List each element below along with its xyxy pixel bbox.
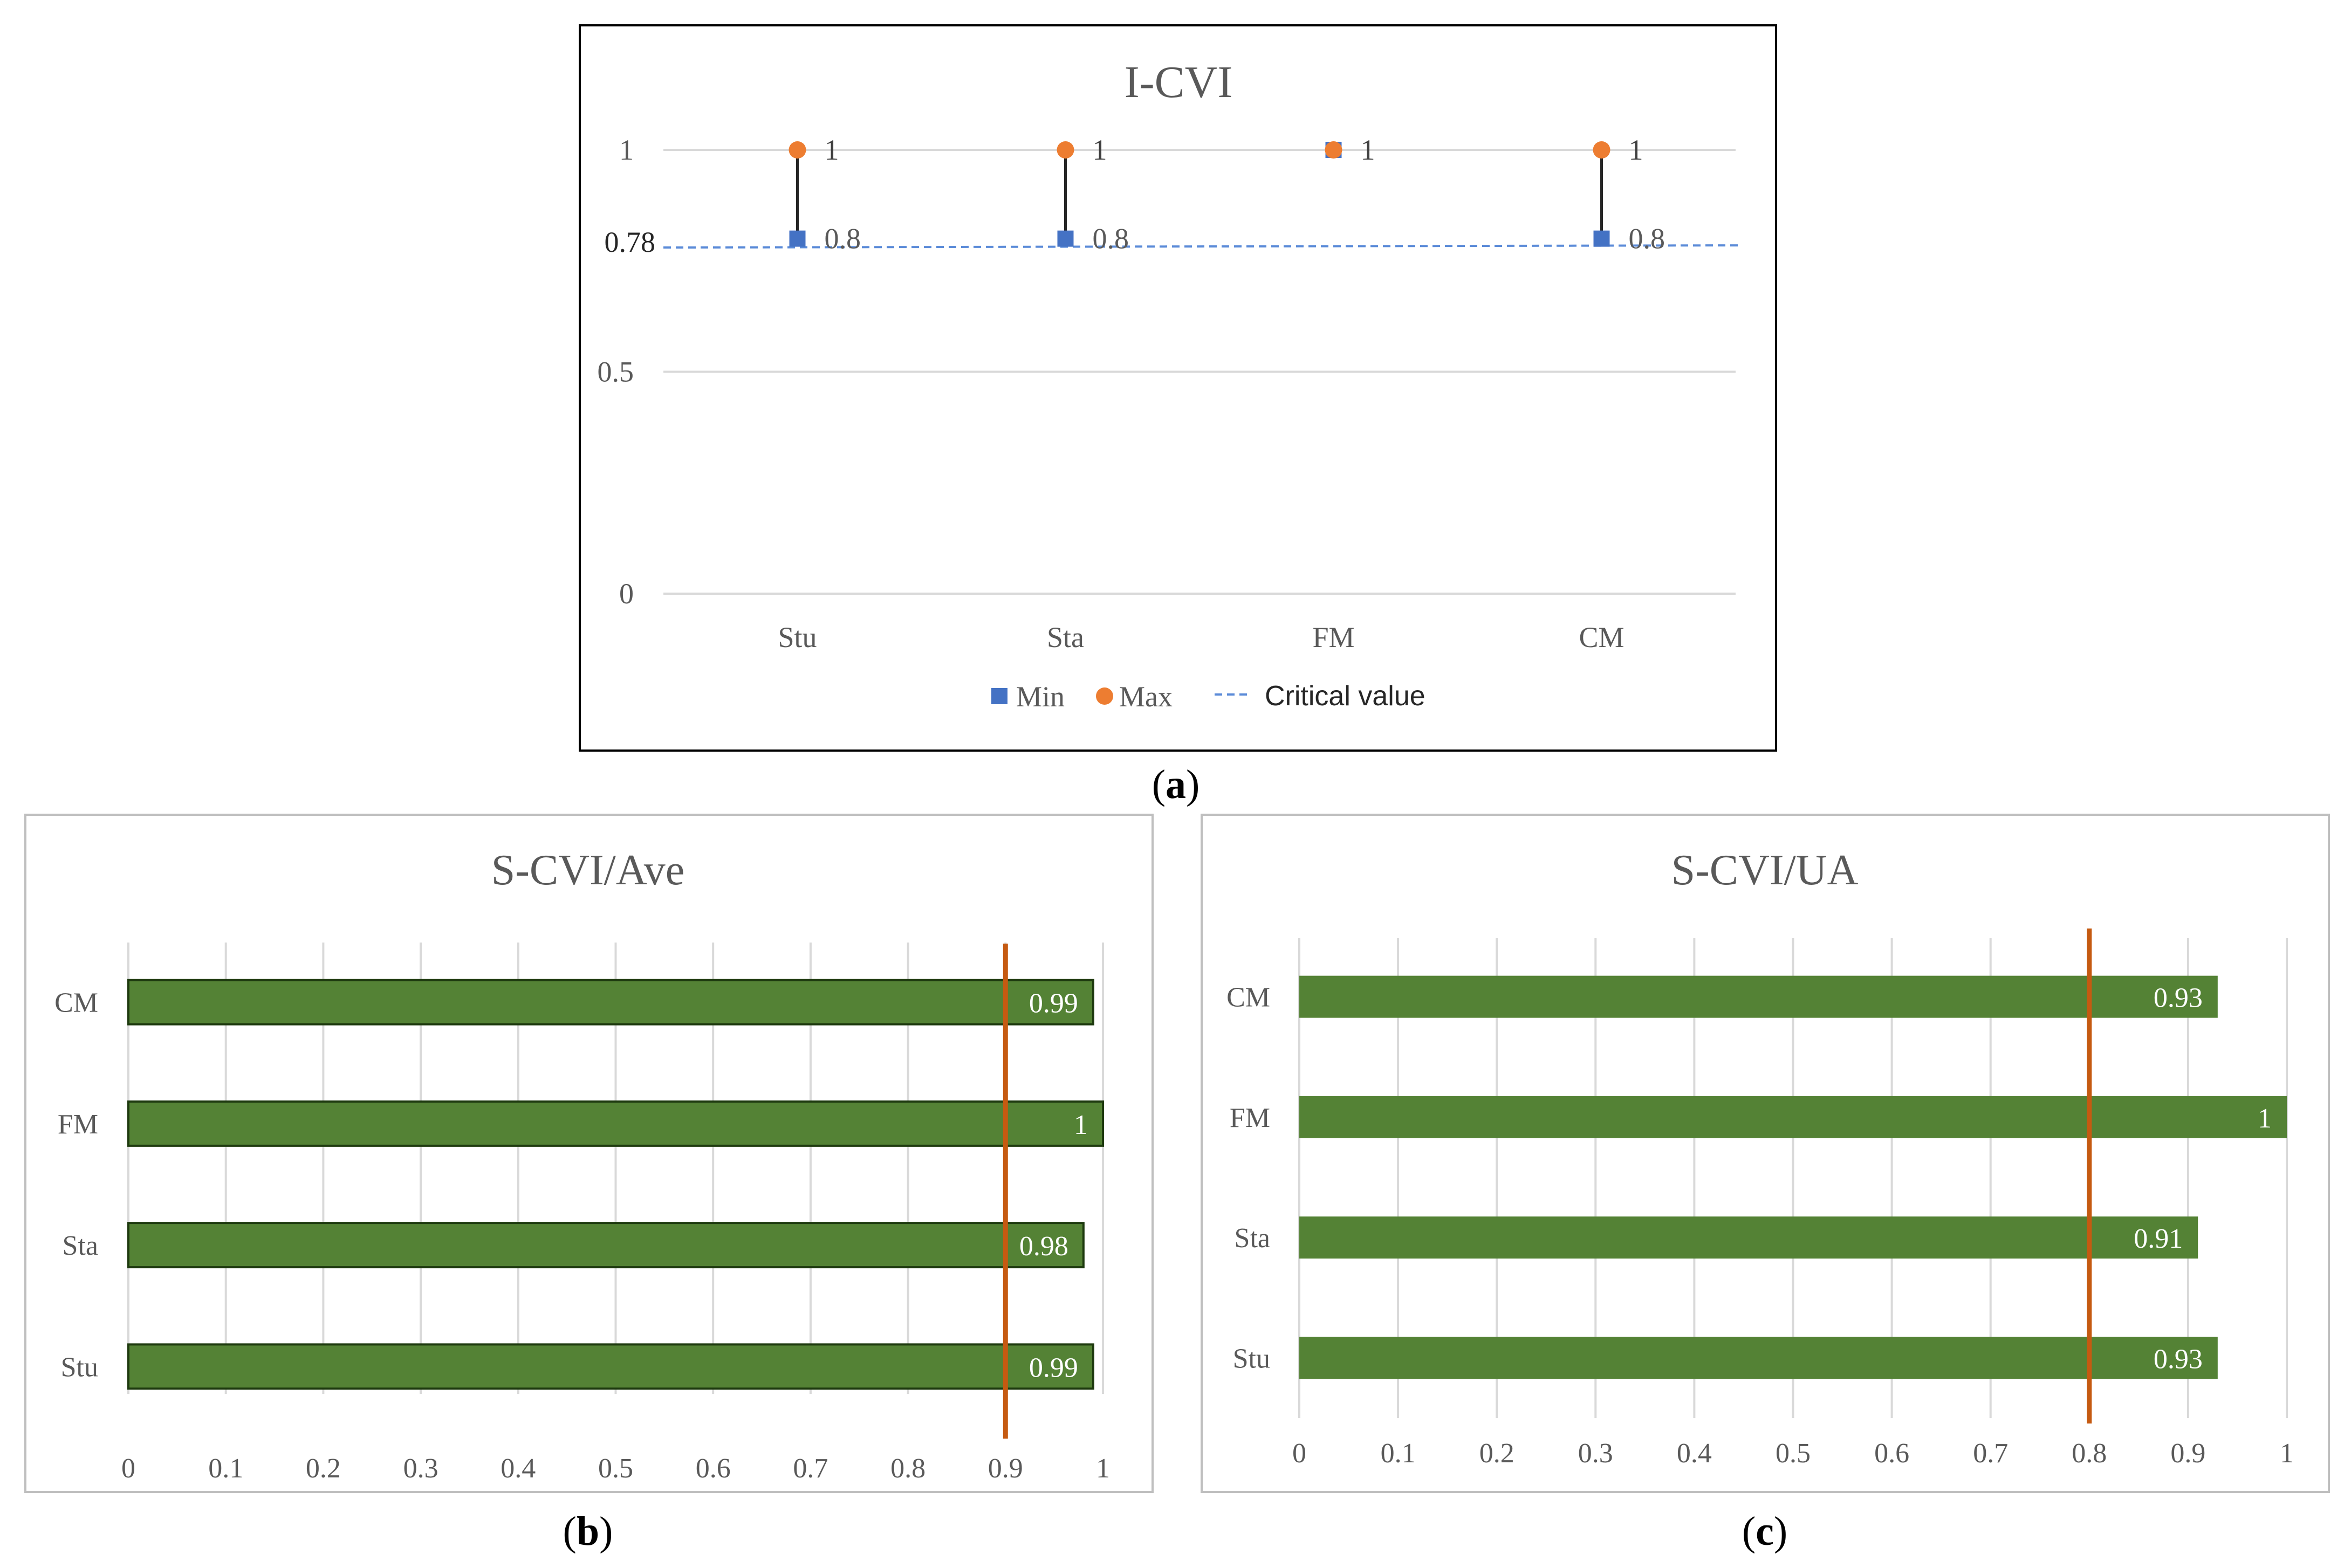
x-category-label: Sta bbox=[1047, 621, 1084, 654]
x-tick-label: 0.6 bbox=[696, 1453, 731, 1484]
panel-frame bbox=[1201, 814, 2330, 1493]
y-category-label: CM bbox=[54, 988, 98, 1019]
bar-value-label: 0.91 bbox=[2134, 1223, 2183, 1254]
max-marker bbox=[1057, 141, 1074, 159]
x-tick-label: 0.3 bbox=[1578, 1438, 1613, 1469]
bar bbox=[127, 1222, 1085, 1269]
panel-caption-letter: b bbox=[577, 1509, 599, 1554]
bar-value-label: 0.98 bbox=[1019, 1231, 1068, 1262]
max-marker bbox=[1593, 141, 1610, 159]
panel-b-scvi-ave-chart: S-CVI/Ave 0 0.1 0.2 0.3 0.4 0.5 0.6 0.7 0.8 0.9 1 0.… bbox=[24, 814, 1154, 1554]
x-tick-label: 0.3 bbox=[403, 1453, 438, 1484]
panel-a-frame bbox=[579, 24, 1777, 752]
x-tick-label: 0.1 bbox=[1381, 1438, 1416, 1469]
bar-value-label: 0.93 bbox=[2154, 983, 2203, 1014]
min-marker bbox=[1593, 230, 1610, 247]
bar bbox=[1299, 975, 2218, 1018]
panel-c-scvi-ua-chart: S-CVI/UA0 0.1 0.2 0.3 0.4 0.5 0.6 0.7 0.8 0.9 10.9… bbox=[1201, 814, 2330, 1554]
x-tick-label: 0.9 bbox=[2170, 1438, 2205, 1469]
panel-a-icvi-chart: I-CVI 0 0.5 1 0.78 0.8 1 Stu 0.8 1 Sta 1 FM 0.8 1 CM Min… bbox=[579, 24, 1777, 807]
x-tick-label: 0 bbox=[121, 1453, 135, 1484]
x-tick-label: 0.2 bbox=[1479, 1438, 1514, 1469]
chart-title: S-CVI/Ave bbox=[491, 847, 684, 894]
legend-min-marker bbox=[991, 688, 1007, 704]
bar-value-label: 1 bbox=[1074, 1110, 1088, 1140]
max-data-label: 1 bbox=[1629, 134, 1643, 166]
min-data-label: 0.8 bbox=[1629, 223, 1665, 255]
y-category-label: FM bbox=[1230, 1103, 1270, 1133]
critical-value-label: 0.78 bbox=[605, 226, 656, 258]
y-category-label: FM bbox=[58, 1109, 98, 1140]
y-category-label: CM bbox=[1226, 982, 1270, 1013]
panel-caption: (b) bbox=[563, 1509, 613, 1554]
x-tick-label: 0 bbox=[1292, 1438, 1306, 1469]
bar bbox=[1299, 1337, 2218, 1379]
min-marker bbox=[789, 230, 806, 247]
legend-max-marker bbox=[1096, 687, 1113, 705]
bar-value-label: 1 bbox=[2258, 1103, 2272, 1134]
y-category-label: Stu bbox=[61, 1352, 98, 1383]
x-tick-label: 0.9 bbox=[988, 1453, 1023, 1484]
x-tick-label: 0.6 bbox=[1874, 1438, 1909, 1469]
x-tick-label: 0.7 bbox=[793, 1453, 828, 1484]
x-tick-label: 0.4 bbox=[501, 1453, 536, 1484]
y-category-label: Stu bbox=[1233, 1343, 1270, 1374]
legend-critical-label: Critical value bbox=[1265, 680, 1425, 712]
x-tick-label: 0.8 bbox=[890, 1453, 926, 1484]
chart-title: S-CVI/UA bbox=[1671, 847, 1859, 894]
bar bbox=[1299, 1096, 2287, 1138]
panel-caption: (a) bbox=[1152, 762, 1200, 807]
min-data-label: 0.8 bbox=[1093, 223, 1129, 255]
max-data-label: 1 bbox=[1093, 134, 1107, 166]
legend-max-label: Max bbox=[1119, 680, 1173, 713]
max-data-label: 1 bbox=[825, 134, 839, 166]
y-tick-label: 0 bbox=[619, 577, 634, 610]
critical-value-line bbox=[663, 244, 1740, 249]
x-tick-label: 0.7 bbox=[1973, 1438, 2008, 1469]
max-data-label: 1 bbox=[1361, 134, 1375, 166]
x-tick-label: 0.2 bbox=[306, 1453, 341, 1484]
y-tick-label: 1 bbox=[619, 134, 634, 166]
x-category-label: Stu bbox=[778, 621, 817, 654]
chart-title: I-CVI bbox=[1125, 57, 1233, 107]
legend-min-label: Min bbox=[1016, 680, 1065, 713]
bar bbox=[1299, 1216, 2198, 1259]
y-tick-label: 0.5 bbox=[598, 356, 634, 388]
min-marker bbox=[1057, 230, 1074, 247]
panel-caption-letter: c bbox=[1756, 1509, 1774, 1554]
bar bbox=[127, 979, 1094, 1026]
y-category-label: Sta bbox=[1235, 1223, 1270, 1254]
min-data-label: 0.8 bbox=[825, 223, 861, 255]
x-tick-label: 0.5 bbox=[1776, 1438, 1811, 1469]
x-tick-label: 0.1 bbox=[208, 1453, 243, 1484]
x-tick-label: 1 bbox=[1096, 1453, 1110, 1484]
x-tick-label: 0.8 bbox=[2072, 1438, 2107, 1469]
x-category-label: FM bbox=[1312, 621, 1354, 654]
x-category-label: CM bbox=[1579, 621, 1624, 654]
y-category-label: Sta bbox=[63, 1230, 98, 1261]
panel-caption: (c) bbox=[1742, 1509, 1787, 1554]
bar-value-label: 0.93 bbox=[2154, 1344, 2203, 1374]
panel-frame bbox=[24, 814, 1154, 1493]
x-tick-label: 0.4 bbox=[1677, 1438, 1712, 1469]
max-marker bbox=[789, 141, 806, 159]
bar-value-label: 0.99 bbox=[1029, 1352, 1078, 1383]
bar-value-label: 0.99 bbox=[1029, 988, 1078, 1019]
x-tick-label: 1 bbox=[2280, 1438, 2294, 1469]
max-marker bbox=[1325, 141, 1342, 159]
bar bbox=[127, 1343, 1094, 1390]
bar bbox=[127, 1100, 1104, 1147]
panel-caption-letter: a bbox=[1166, 762, 1186, 807]
x-tick-label: 0.5 bbox=[598, 1453, 633, 1484]
